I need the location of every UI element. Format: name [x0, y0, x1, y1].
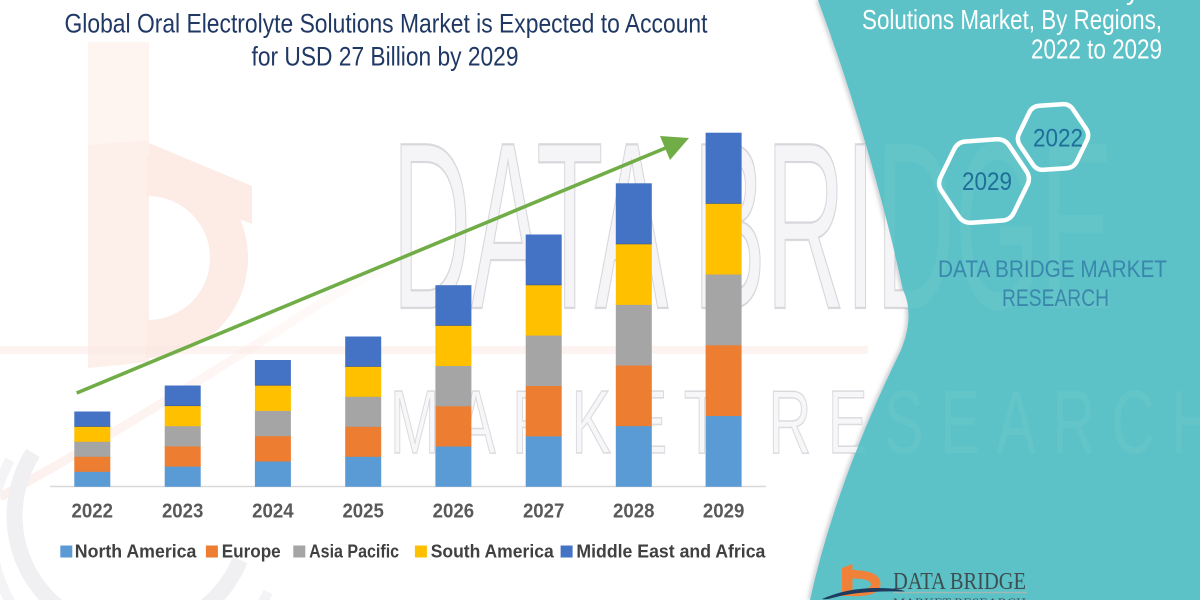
svg-text:2022: 2022 [72, 500, 114, 522]
svg-text:2028: 2028 [613, 500, 655, 522]
svg-text:2027: 2027 [523, 500, 565, 522]
svg-text:2029: 2029 [962, 168, 1012, 196]
svg-text:2026: 2026 [433, 500, 475, 522]
svg-text:2029: 2029 [703, 500, 745, 522]
svg-text:MARKET RESEARCH: MARKET RESEARCH [893, 595, 1026, 600]
svg-text:RESEARCH: RESEARCH [1002, 285, 1109, 312]
svg-text:2024: 2024 [252, 500, 294, 522]
svg-text:Solutions Market, By Regions,: Solutions Market, By Regions, [862, 4, 1162, 35]
svg-text:Asia Pacific: Asia Pacific [309, 541, 399, 562]
svg-text:North America: North America [75, 541, 197, 562]
svg-text:2022 to 2029: 2022 to 2029 [1031, 33, 1162, 64]
svg-text:2023: 2023 [162, 500, 204, 522]
svg-text:South America: South America [431, 541, 555, 562]
svg-text:2022: 2022 [1033, 125, 1083, 153]
svg-text:for USD 27 Billion by 2029: for USD 27 Billion by 2029 [252, 42, 519, 72]
svg-text:Middle East and Africa: Middle East and Africa [576, 541, 766, 562]
svg-text:Europe: Europe [222, 541, 281, 562]
svg-text:Global Oral Electrolyte Soluti: Global Oral Electrolyte Solutions Market… [65, 9, 709, 39]
svg-text:DATA BRIDGE MARKET: DATA BRIDGE MARKET [938, 256, 1167, 283]
svg-text:2025: 2025 [342, 500, 384, 522]
svg-text:Global Oral Electrolyte: Global Oral Electrolyte [892, 0, 1162, 5]
svg-text:DATA BRIDGE: DATA BRIDGE [893, 569, 1026, 595]
